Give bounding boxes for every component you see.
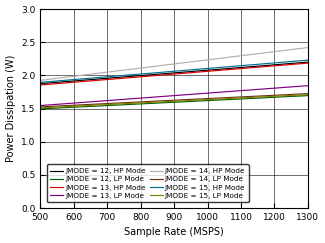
JMODE = 12, HP Mode (264, 64, 268, 67)
JMODE = 13, HP Mode (198, 70, 202, 73)
Line: JMODE = 13, LP Mode: JMODE = 13, LP Mode (40, 86, 308, 105)
JMODE = 12, LP Mode (198, 100, 202, 103)
JMODE = 14, LP Mode (38, 105, 42, 108)
JMODE = 14, LP Mode (264, 94, 268, 97)
JMODE = 13, LP Mode (198, 92, 202, 95)
JMODE = 13, HP Mode (264, 65, 268, 68)
JMODE = 14, HP Mode (202, 59, 206, 62)
JMODE = 12, HP Mode (281, 63, 285, 66)
JMODE = 14, LP Mode (198, 97, 202, 100)
JMODE = 15, LP Mode (281, 94, 285, 97)
JMODE = 12, LP Mode (38, 107, 42, 110)
JMODE = 13, LP Mode (264, 87, 268, 90)
JMODE = 13, LP Mode (39, 104, 43, 107)
JMODE = 14, LP Mode (202, 97, 206, 100)
JMODE = 14, HP Mode (281, 49, 285, 52)
JMODE = 13, HP Mode (281, 64, 285, 67)
JMODE = 15, HP Mode (198, 68, 202, 70)
JMODE = 14, HP Mode (306, 46, 310, 49)
JMODE = 15, LP Mode (198, 98, 202, 101)
Line: JMODE = 15, HP Mode: JMODE = 15, HP Mode (40, 60, 308, 82)
JMODE = 14, LP Mode (39, 105, 43, 108)
JMODE = 14, HP Mode (198, 59, 202, 62)
JMODE = 15, LP Mode (264, 95, 268, 98)
JMODE = 12, LP Mode (202, 99, 206, 102)
Legend: JMODE = 12, HP Mode, JMODE = 12, LP Mode, JMODE = 13, HP Mode, JMODE = 13, LP Mo: JMODE = 12, HP Mode, JMODE = 12, LP Mode… (46, 165, 249, 202)
JMODE = 14, HP Mode (38, 79, 42, 82)
JMODE = 15, HP Mode (202, 67, 206, 70)
JMODE = 13, LP Mode (281, 86, 285, 89)
JMODE = 12, LP Mode (281, 95, 285, 98)
Line: JMODE = 12, HP Mode: JMODE = 12, HP Mode (40, 62, 308, 84)
JMODE = 12, HP Mode (39, 82, 43, 85)
JMODE = 15, LP Mode (39, 106, 43, 109)
JMODE = 13, LP Mode (306, 84, 310, 87)
JMODE = 15, HP Mode (281, 61, 285, 64)
JMODE = 15, HP Mode (197, 68, 201, 71)
JMODE = 14, LP Mode (306, 92, 310, 95)
JMODE = 12, LP Mode (197, 100, 201, 103)
Y-axis label: Power Dissipation (W): Power Dissipation (W) (6, 55, 16, 162)
JMODE = 15, HP Mode (39, 81, 43, 84)
JMODE = 12, HP Mode (198, 69, 202, 72)
JMODE = 14, HP Mode (39, 79, 43, 82)
Line: JMODE = 14, HP Mode: JMODE = 14, HP Mode (40, 48, 308, 80)
Line: JMODE = 14, LP Mode: JMODE = 14, LP Mode (40, 94, 308, 107)
JMODE = 15, HP Mode (264, 62, 268, 65)
JMODE = 14, HP Mode (197, 60, 201, 62)
JMODE = 13, LP Mode (202, 92, 206, 95)
JMODE = 13, HP Mode (38, 84, 42, 87)
Line: JMODE = 12, LP Mode: JMODE = 12, LP Mode (40, 95, 308, 109)
JMODE = 12, LP Mode (306, 94, 310, 97)
JMODE = 14, LP Mode (197, 98, 201, 101)
JMODE = 12, HP Mode (306, 61, 310, 64)
JMODE = 13, LP Mode (38, 104, 42, 107)
JMODE = 13, LP Mode (197, 92, 201, 95)
JMODE = 15, LP Mode (202, 98, 206, 101)
JMODE = 13, HP Mode (202, 70, 206, 73)
JMODE = 14, HP Mode (264, 51, 268, 54)
JMODE = 12, LP Mode (39, 107, 43, 110)
JMODE = 15, LP Mode (38, 106, 42, 109)
JMODE = 12, HP Mode (197, 69, 201, 72)
Line: JMODE = 15, LP Mode: JMODE = 15, LP Mode (40, 95, 308, 108)
JMODE = 15, LP Mode (197, 99, 201, 102)
JMODE = 15, HP Mode (38, 81, 42, 84)
JMODE = 15, LP Mode (306, 93, 310, 96)
JMODE = 14, LP Mode (281, 93, 285, 96)
JMODE = 13, HP Mode (197, 70, 201, 73)
Line: JMODE = 13, HP Mode: JMODE = 13, HP Mode (40, 63, 308, 85)
X-axis label: Sample Rate (MSPS): Sample Rate (MSPS) (124, 227, 224, 237)
JMODE = 12, HP Mode (38, 82, 42, 85)
JMODE = 13, HP Mode (306, 62, 310, 65)
JMODE = 12, HP Mode (202, 69, 206, 72)
JMODE = 13, HP Mode (39, 83, 43, 86)
JMODE = 15, HP Mode (306, 59, 310, 61)
JMODE = 12, LP Mode (264, 96, 268, 99)
